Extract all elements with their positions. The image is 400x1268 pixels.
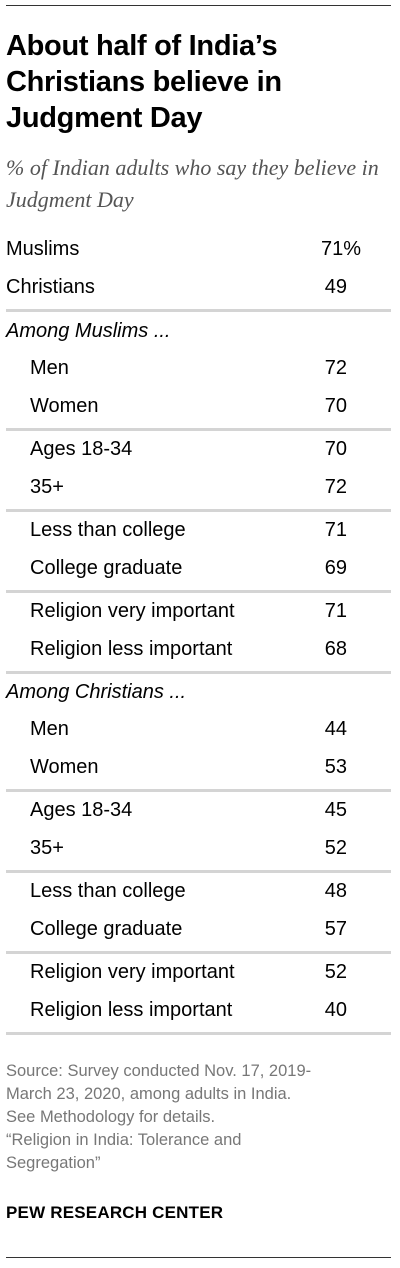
chart-title: About half of India’s Christians believe…	[6, 30, 282, 134]
chart-subtitle: % of Indian adults who say they believe …	[6, 155, 379, 212]
table-row: Women 53	[6, 750, 391, 784]
row-value: 52	[324, 837, 347, 859]
table-row: Less than college 71	[6, 513, 391, 547]
table-row: Christians 49	[6, 270, 391, 304]
row-value: 70	[324, 438, 347, 460]
row-label: 35+	[30, 476, 64, 498]
row-label: Ages 18-34	[30, 799, 133, 821]
row-label: Religion less important	[30, 638, 233, 660]
table-row: Men 72	[6, 351, 391, 385]
row-value: 44	[324, 718, 347, 740]
table-row: Less than college 48	[6, 874, 391, 908]
row-label: Men	[30, 357, 69, 379]
row-label: Less than college	[30, 519, 186, 541]
row-value: 53	[324, 756, 347, 778]
row-separator	[6, 309, 391, 312]
table-row: 35+ 72	[6, 470, 391, 504]
row-separator	[6, 428, 391, 431]
source-line: March 23, 2020, among adults in India.	[6, 1085, 292, 1103]
top-rule	[6, 5, 391, 6]
row-label: Muslims	[6, 238, 80, 260]
table-row: Ages 18-34 70	[6, 432, 391, 466]
row-value: 71	[324, 519, 347, 541]
table-row: Religion less important 40	[6, 993, 391, 1027]
row-value: 68	[324, 638, 347, 660]
row-value: 71%	[320, 238, 361, 260]
row-label: 35+	[30, 837, 64, 859]
row-separator	[6, 590, 391, 593]
row-label: Religion very important	[30, 961, 235, 983]
source-line: “Religion in India: Tolerance and	[6, 1131, 242, 1149]
row-value: 40	[324, 999, 347, 1021]
row-label: Christians	[6, 276, 95, 298]
row-value: 70	[324, 395, 347, 417]
row-value: 52	[324, 961, 347, 983]
table-row: Men 44	[6, 712, 391, 746]
table-row: Women 70	[6, 389, 391, 423]
table-row: Muslims 71%	[6, 232, 391, 266]
row-separator	[6, 870, 391, 873]
row-separator	[6, 951, 391, 954]
source-line: Source: Survey conducted Nov. 17, 2019-	[6, 1062, 312, 1080]
row-label: Religion very important	[30, 600, 235, 622]
table-row: Religion less important 68	[6, 632, 391, 666]
source-note: Source: Survey conducted Nov. 17, 2019- …	[6, 1060, 391, 1175]
source-line: See Methodology for details.	[6, 1108, 216, 1126]
table-row: College graduate 69	[6, 551, 391, 585]
row-value: 49	[324, 276, 347, 298]
row-label: Women	[30, 756, 99, 778]
row-label: Religion less important	[30, 999, 233, 1021]
row-separator	[6, 509, 391, 512]
table-row: Religion very important 71	[6, 594, 391, 628]
row-value: 72	[324, 357, 347, 379]
group-heading: Among Muslims ...	[6, 320, 171, 342]
row-separator	[6, 1032, 391, 1035]
row-label: College graduate	[30, 918, 183, 940]
row-value: 57	[324, 918, 347, 940]
row-label: College graduate	[30, 557, 183, 579]
row-label: Ages 18-34	[30, 438, 133, 460]
brand-label: PEW RESEARCH CENTER	[6, 1203, 224, 1222]
source-line: Segregation”	[6, 1154, 101, 1172]
row-value: 71	[324, 600, 347, 622]
group-heading: Among Christians ...	[6, 681, 187, 703]
row-value: 45	[324, 799, 347, 821]
table-row: Religion very important 52	[6, 955, 391, 989]
row-value: 69	[324, 557, 347, 579]
table-row: Ages 18-34 45	[6, 793, 391, 827]
row-value: 48	[324, 880, 347, 902]
row-value: 72	[324, 476, 347, 498]
row-label: Women	[30, 395, 99, 417]
row-label: Men	[30, 718, 69, 740]
table-row: 35+ 52	[6, 831, 391, 865]
bottom-rule	[6, 1257, 391, 1258]
row-separator	[6, 789, 391, 792]
row-separator	[6, 671, 391, 674]
row-label: Less than college	[30, 880, 186, 902]
table-row: College graduate 57	[6, 912, 391, 946]
